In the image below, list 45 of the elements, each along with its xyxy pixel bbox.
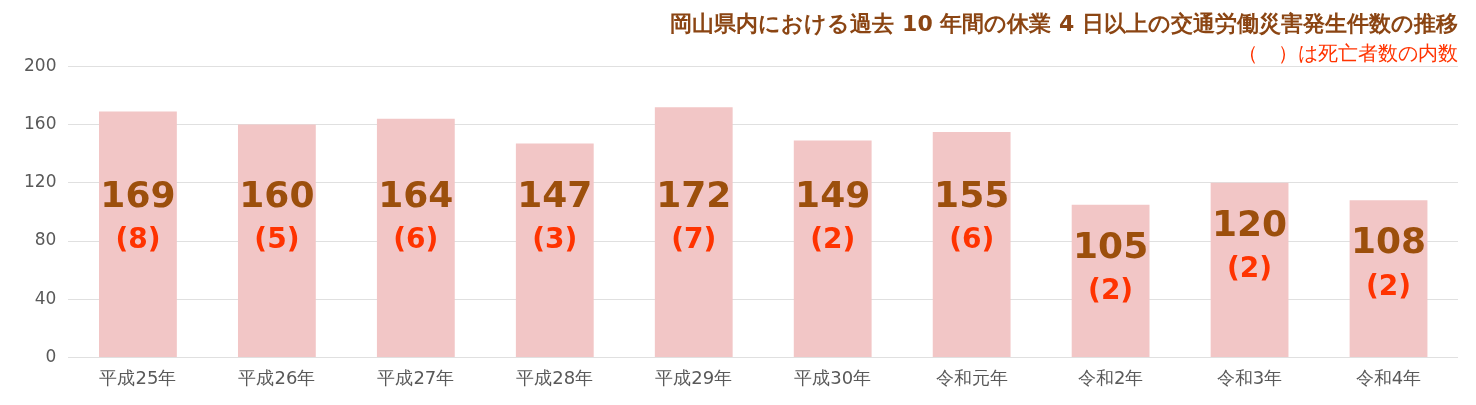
y-tick-label: 120 [23,171,57,192]
annotation: (6) [393,222,439,256]
annotation: (8) [115,222,161,256]
x-tick-label: 平成25年 [99,366,177,388]
x-tick-label: 平成27年 [377,366,455,388]
bar [932,131,1011,357]
annotation: (2) [810,222,856,256]
annotation: (7) [671,222,717,256]
annotation: (6) [949,222,995,256]
x-tick-label: 令和元年 [935,366,1008,388]
data-label: 160 [239,173,315,215]
x-tick-label: 平成30年 [794,366,872,388]
bar [515,143,594,357]
x-tick-label: 令和4年 [1355,366,1422,388]
x-tick-label: 令和2年 [1077,366,1144,388]
data-label: 147 [517,173,593,215]
data-label: 105 [1073,224,1149,266]
bar [376,118,455,357]
data-label: 108 [1350,220,1427,262]
data-label: 120 [1211,202,1288,244]
annotation: (2) [1088,273,1134,307]
x-tick-label: 令和3年 [1216,366,1283,388]
bar [237,124,316,357]
chart-title: 岡山県内における過去 10 年間の休業 4 日以上の交通労働災害発生件数の推移 [670,10,1458,36]
y-tick-label: 40 [34,287,57,308]
y-tick-label: 200 [23,54,57,75]
data-label: 164 [378,173,454,215]
chart-subtitle: （ ）は死亡者数の内数 [1238,40,1458,65]
data-label: 169 [100,173,176,215]
y-tick-label: 0 [45,345,57,366]
y-tick-label: 160 [23,113,57,134]
annotation: (2) [1227,251,1273,285]
x-tick-label: 平成28年 [516,366,594,388]
bar [654,107,733,357]
x-tick-label: 平成26年 [238,366,316,388]
annotation: (2) [1365,268,1412,302]
annotation: (5) [254,222,300,256]
x-tick-label: 平成29年 [655,366,733,388]
bar [99,111,177,357]
data-label: 172 [656,173,732,215]
y-tick-label: 80 [34,229,57,250]
data-label: 149 [795,173,871,215]
data-label: 155 [934,173,1010,215]
annotation: (3) [532,222,578,256]
bar [793,140,872,357]
